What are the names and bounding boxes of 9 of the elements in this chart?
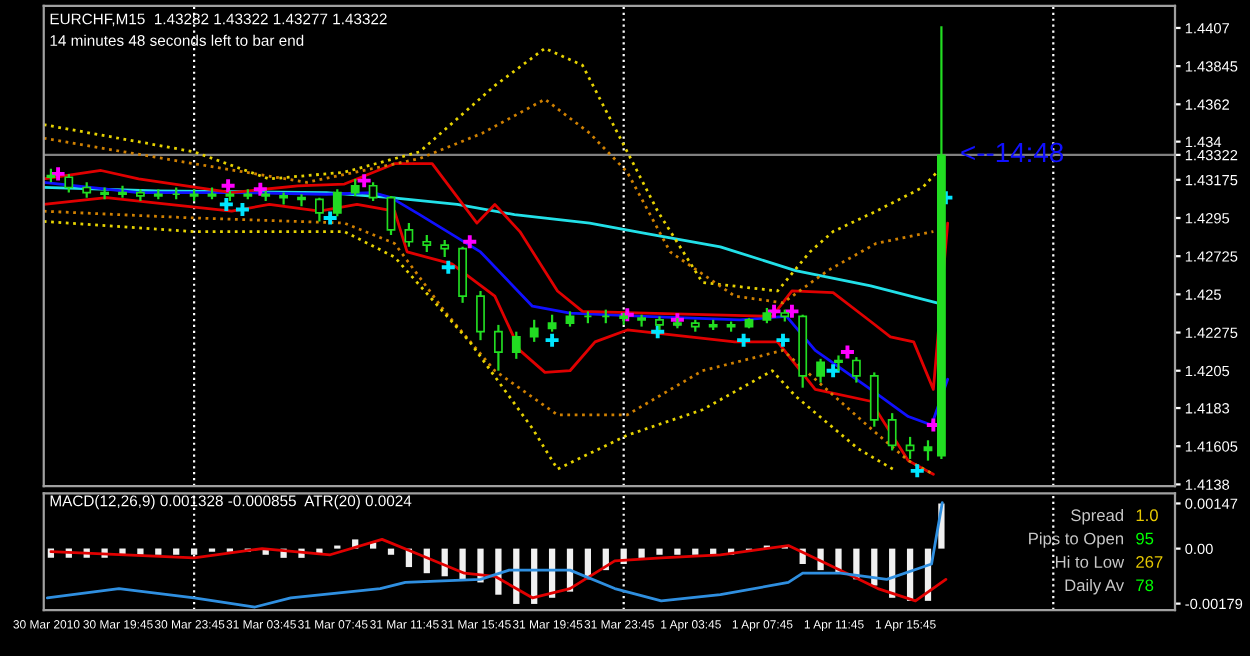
annotation: 1.0 [1136, 509, 1158, 522]
annotation: <--14:48 [961, 142, 1064, 163]
annotation: Daily Av [1065, 578, 1125, 595]
annotation: Hi to Low [1055, 555, 1125, 568]
annotation: 267 [1136, 556, 1163, 568]
annotation: Spread [1071, 508, 1124, 525]
annotation: 95 [1136, 532, 1154, 545]
annotation: Pips to Open [1029, 532, 1124, 548]
annotation: 78 [1136, 579, 1154, 592]
